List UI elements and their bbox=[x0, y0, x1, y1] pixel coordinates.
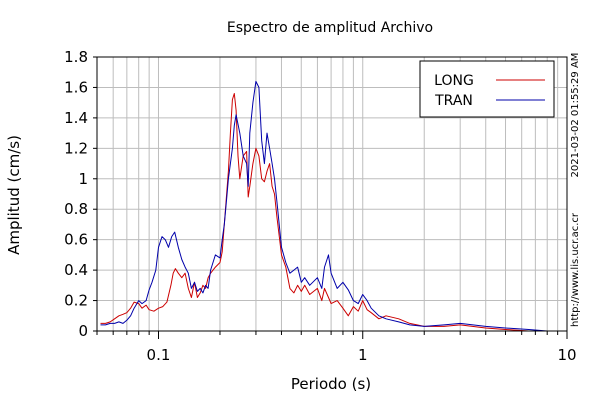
x-tick-label: 0.1 bbox=[147, 346, 171, 364]
y-tick-label: 0.8 bbox=[64, 200, 88, 218]
grid-lines bbox=[96, 56, 568, 332]
series-lines bbox=[100, 80, 567, 332]
y-axis-label: Amplitud (cm/s) bbox=[5, 135, 23, 255]
legend-box bbox=[419, 60, 555, 118]
y-tick-label: 1 bbox=[78, 170, 88, 188]
y-tick-label: 0.4 bbox=[64, 261, 88, 279]
axis-ticks: 0 0.2 0.4 0.6 0.8 1 1.2 1.4 1.6 1.8 0.1 1 10 bbox=[64, 48, 576, 364]
y-tick-label: 1.8 bbox=[64, 48, 88, 66]
series-line-long bbox=[100, 93, 567, 332]
chart-title: Espectro de amplitud Archivo bbox=[227, 20, 433, 36]
x-axis-label: Periodo (s) bbox=[291, 375, 371, 393]
x-tick-label: 10 bbox=[557, 346, 576, 364]
y-tick-label: 0.2 bbox=[64, 292, 88, 310]
y-tick-label: 1.6 bbox=[64, 78, 88, 96]
timestamp-text: 2021-03-02 01:55:29 AM bbox=[570, 53, 581, 178]
y-tick-label: 0 bbox=[78, 322, 88, 340]
legend-label-tran: TRAN bbox=[434, 93, 473, 109]
plot-frame bbox=[96, 56, 568, 332]
x-tick-label: 1 bbox=[358, 346, 368, 364]
y-tick-label: 0.6 bbox=[64, 231, 88, 249]
source-url-text: http://www.lis.ucr.ac.cr bbox=[570, 212, 581, 327]
y-tick-label: 1.2 bbox=[64, 139, 88, 157]
y-tick-label: 1.4 bbox=[64, 109, 88, 127]
legend: LONG TRAN bbox=[419, 60, 555, 118]
legend-label-long: LONG bbox=[434, 73, 474, 89]
series-line-tran bbox=[100, 80, 567, 332]
